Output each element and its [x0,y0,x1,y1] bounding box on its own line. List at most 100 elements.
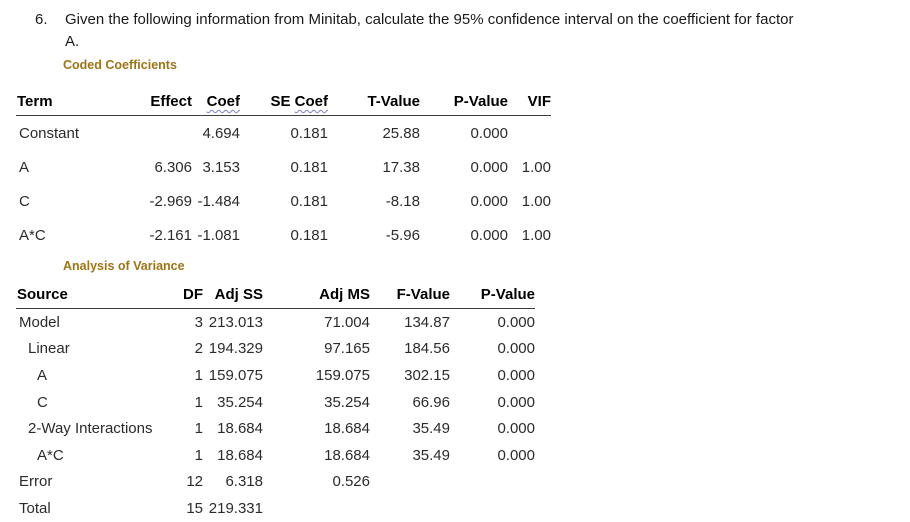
question-line-2: A. [65,33,80,50]
cell: 3.153 [202,158,240,176]
column-header: P-Value [420,89,508,116]
question-number: 6. [35,11,48,28]
cell: 0.181 [290,124,328,142]
table-row: C 1 35.254 35.254 66.96 0.000 [16,389,535,416]
cell: C [19,192,30,210]
section-heading-analysis-of-variance: Analysis of Variance [63,259,185,273]
cell: 159.075 [315,366,370,384]
cell [130,116,192,151]
cell: A*C [19,226,46,244]
column-header-prefix: SE [270,93,295,110]
cell: 184.56 [404,340,450,358]
cell: 0.000 [470,124,508,142]
cell: -2.969 [149,192,192,210]
cell: 66.96 [412,393,450,411]
cell: 35.49 [412,446,450,464]
cell: 0.000 [497,393,535,411]
column-header: VIF [508,89,551,116]
cell: 35.254 [324,393,370,411]
cell: 71.004 [324,313,370,331]
question-line-1: Given the following information from Min… [65,11,794,28]
cell: 12 [186,473,203,491]
table-row: Total 15 219.331 [16,495,535,522]
table-row: Constant 4.694 0.181 25.88 0.000 [16,116,551,151]
column-header: Coef [192,89,240,116]
cell: 302.15 [404,366,450,384]
cell: 159.075 [208,366,263,384]
cell: A*C [37,446,64,464]
cell [370,495,450,522]
cell: 15 [186,499,203,517]
cell: 0.000 [497,313,535,331]
cell: 0.000 [497,420,535,438]
cell: 213.013 [208,313,263,331]
cell: 0.181 [290,158,328,176]
cell: 1 [194,446,203,464]
cell: Linear [28,340,70,358]
cell: 0.000 [497,340,535,358]
cell: 0.000 [470,158,508,176]
cell: -1.081 [197,226,240,244]
cell: 6.306 [154,158,192,176]
table-row: A 6.306 3.153 0.181 17.38 0.000 1.00 [16,150,551,184]
cell: 0.000 [470,226,508,244]
cell: Constant [19,124,80,142]
cell: 6.318 [225,473,263,491]
cell: Error [19,473,53,491]
cell [450,495,535,522]
cell: -5.96 [385,226,420,244]
column-header-label-squiggled: Coef [206,93,240,110]
column-header: F-Value [370,282,450,309]
cell: A [37,366,48,384]
cell: 18.684 [324,446,370,464]
table-row: Linear 2 194.329 97.165 184.56 0.000 [16,336,535,363]
table-row: 2-Way Interactions 1 18.684 18.684 35.49 0.00… [16,415,535,442]
cell: 0.526 [332,473,370,491]
cell [263,495,370,522]
cell: 134.87 [404,313,450,331]
column-header: DF [156,282,203,309]
cell [450,469,535,496]
cell: 4.694 [202,124,240,142]
cell: 35.49 [412,420,450,438]
cell: C [37,393,48,411]
cell: 1.00 [521,192,551,210]
table-row: C -2.969 -1.484 0.181 -8.18 0.000 1.00 [16,184,551,218]
cell: 219.331 [208,499,263,517]
column-header: T-Value [328,89,420,116]
section-heading-coded-coefficients: Coded Coefficients [63,58,177,72]
table-row: Error 12 6.318 0.526 [16,469,535,496]
table-row: A*C -2.161 -1.081 0.181 -5.96 0.000 1.00 [16,218,551,252]
cell: -1.484 [197,192,240,210]
column-header: Adj SS [203,282,263,309]
cell: 1 [194,420,203,438]
column-header: Term [16,89,130,116]
column-header: SE Coef [240,89,328,116]
question-text: Given the following information from Min… [65,9,910,53]
cell: 1.00 [521,158,551,176]
cell: 2 [194,340,203,358]
cell: A [19,158,30,176]
column-header-label-squiggled: Coef [294,93,328,110]
column-header: Adj MS [263,282,370,309]
coded-coefficients-table: Term Effect Coef SE Coef T-Value P-Value VIF Co… [16,89,551,252]
table-row: Model 3 213.013 71.004 134.87 0.000 [16,309,535,336]
cell: 1 [194,393,203,411]
cell: 0.000 [497,446,535,464]
table-row: A*C 1 18.684 18.684 35.49 0.000 [16,442,535,469]
cell: 18.684 [324,420,370,438]
cell: 0.181 [290,226,328,244]
cell: 0.000 [497,366,535,384]
question: 6. Given the following information from … [35,9,910,53]
table-row: A 1 159.075 159.075 302.15 0.000 [16,362,535,389]
cell [370,469,450,496]
cell: 35.254 [217,393,263,411]
cell: -8.18 [385,192,420,210]
cell [508,116,551,151]
cell: -2.161 [149,226,192,244]
column-header: P-Value [450,282,535,309]
column-header: Effect [130,89,192,116]
header-row: Source DF Adj SS Adj MS F-Value P-Value [16,282,535,309]
cell: 17.38 [382,158,420,176]
column-header: Source [16,282,156,309]
